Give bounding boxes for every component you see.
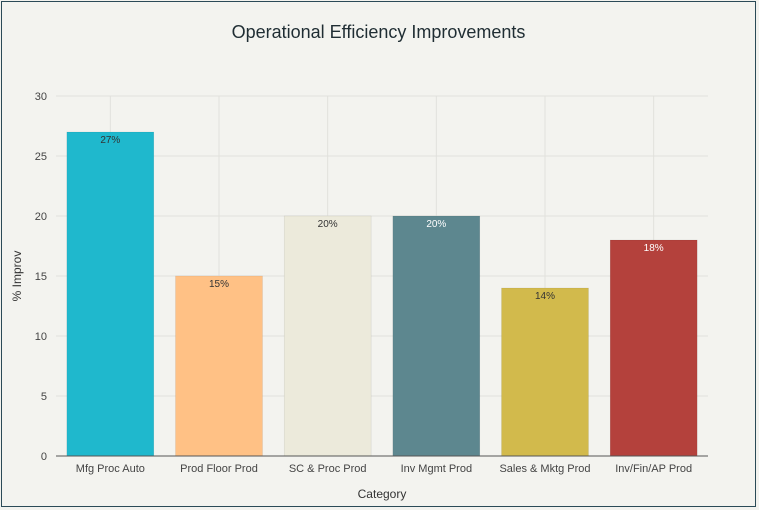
y-tick-label: 15 bbox=[35, 271, 47, 283]
bar bbox=[175, 275, 263, 457]
y-tick-label: 20 bbox=[35, 211, 47, 223]
x-tick-label: Sales & Mktg Prod bbox=[499, 463, 590, 475]
x-tick-label: Mfg Proc Auto bbox=[76, 463, 145, 475]
x-tick-label: Inv/Fin/AP Prod bbox=[615, 463, 692, 475]
x-tick-label: Prod Floor Prod bbox=[180, 463, 258, 475]
chart-title: Operational Efficiency Improvements bbox=[231, 22, 526, 42]
bar-data-label: 27% bbox=[100, 135, 120, 146]
bar-data-label: 14% bbox=[535, 291, 555, 302]
bar bbox=[609, 239, 698, 457]
bar-data-label: 18% bbox=[644, 243, 664, 254]
y-tick-label: 10 bbox=[35, 331, 47, 343]
bar bbox=[283, 215, 372, 457]
y-axis-ticks: 0 5 10 15 20 25 30 bbox=[35, 91, 47, 463]
bar-data-label: 15% bbox=[209, 279, 229, 290]
y-tick-label: 5 bbox=[41, 391, 47, 403]
x-tick-label: Inv Mgmt Prod bbox=[401, 463, 473, 475]
x-axis-label: Category bbox=[358, 487, 407, 501]
bar-data-label: 20% bbox=[426, 219, 446, 230]
y-tick-label: 0 bbox=[41, 451, 47, 463]
bar bbox=[392, 215, 481, 457]
x-tick-label: SC & Proc Prod bbox=[289, 463, 367, 475]
y-tick-label: 25 bbox=[35, 151, 47, 163]
bar bbox=[66, 131, 155, 457]
y-axis-label: % Improv bbox=[10, 251, 24, 302]
bar-data-label: 20% bbox=[318, 219, 338, 230]
y-tick-label: 30 bbox=[35, 91, 47, 103]
bars: 27% 15% 20% 20% 14% 18% bbox=[66, 131, 698, 457]
bar bbox=[501, 287, 589, 457]
x-axis-ticks: Mfg Proc Auto Prod Floor Prod SC & Proc Pr… bbox=[76, 463, 692, 475]
